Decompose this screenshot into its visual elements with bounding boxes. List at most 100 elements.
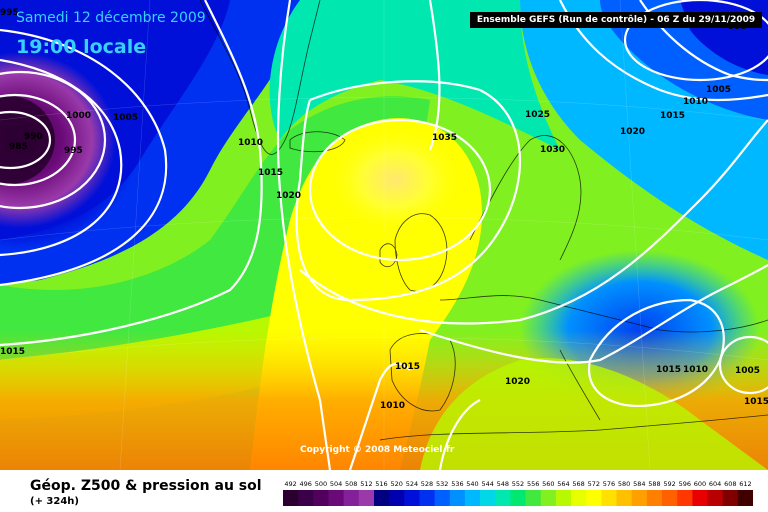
legend-level-label: 584 bbox=[633, 480, 645, 488]
isobar-line bbox=[623, 0, 768, 82]
isobar-label: 1010 bbox=[238, 138, 263, 148]
legend-color-swatch bbox=[601, 490, 617, 506]
legend-color-swatch bbox=[313, 490, 329, 506]
legend-color-swatch bbox=[510, 490, 526, 506]
isobar-label: 1030 bbox=[540, 145, 565, 155]
legend-level-label: 576 bbox=[603, 480, 615, 488]
coast-greenland bbox=[199, 0, 321, 155]
legend-level-label: 592 bbox=[663, 480, 675, 488]
legend-level-label: 508 bbox=[345, 480, 357, 488]
legend-level-label: 532 bbox=[436, 480, 448, 488]
legend-level-label: 500 bbox=[315, 480, 327, 488]
isobar-line bbox=[0, 110, 52, 170]
legend-color-swatch bbox=[328, 490, 344, 506]
isobar-label: 1005 bbox=[113, 113, 138, 123]
legend-color-swatch bbox=[374, 490, 390, 506]
isobar-label: 1020 bbox=[276, 191, 301, 201]
forecast-date: Samedi 12 décembre 2009 bbox=[16, 10, 206, 26]
legend-level-label: 612 bbox=[739, 480, 751, 488]
legend-color-swatch bbox=[722, 490, 739, 506]
legend-level-label: 580 bbox=[618, 480, 630, 488]
legend-color-swatch bbox=[389, 490, 405, 506]
isobar-line bbox=[348, 362, 411, 470]
legend-level-label: 528 bbox=[421, 480, 433, 488]
isobars bbox=[0, 0, 768, 470]
isobar-line bbox=[0, 58, 123, 257]
legend-color-swatch bbox=[419, 490, 435, 506]
legend-level-label: 564 bbox=[557, 480, 569, 488]
legend-color-swatch bbox=[495, 490, 511, 506]
coast-ireland bbox=[379, 243, 398, 268]
legend-color-swatch bbox=[343, 490, 360, 506]
legend-color-swatch bbox=[540, 490, 557, 506]
legend-level-label: 512 bbox=[360, 480, 372, 488]
isobar-label: 1005 bbox=[735, 366, 760, 376]
coast-italy bbox=[559, 349, 601, 421]
legend-level-label: 568 bbox=[572, 480, 584, 488]
isobar-label: 985 bbox=[9, 142, 28, 152]
isobar-line bbox=[0, 70, 107, 210]
legend-color-swatch bbox=[707, 490, 723, 506]
legend-level-label: 588 bbox=[648, 480, 660, 488]
legend-color-swatch bbox=[480, 490, 496, 506]
isobar-label: 1015 bbox=[656, 365, 681, 375]
coast-scandinavia bbox=[469, 135, 582, 261]
legend-color-swatch bbox=[616, 490, 632, 506]
legend-color-swatch bbox=[298, 490, 314, 506]
isobar-label: 1000 bbox=[66, 111, 91, 121]
legend-level-label: 536 bbox=[451, 480, 463, 488]
legend-level-label: 520 bbox=[390, 480, 402, 488]
deep-low bbox=[0, 30, 140, 250]
legend-color-swatch bbox=[464, 490, 481, 506]
isobar-label: 1025 bbox=[525, 110, 550, 120]
isobar-line bbox=[276, 0, 332, 470]
isobar-label: 1005 bbox=[706, 85, 731, 95]
isobar-label: 1015 bbox=[395, 362, 420, 372]
isobar-label: 1015 bbox=[258, 168, 283, 178]
isobar-line bbox=[308, 118, 492, 262]
isobar-label: 1010 bbox=[683, 97, 708, 107]
legend-color-swatch bbox=[631, 490, 648, 506]
isobar-line bbox=[438, 399, 481, 470]
copyright-notice: Copyright © 2008 Meteociel.fr bbox=[300, 445, 455, 455]
legend-level-label: 492 bbox=[284, 480, 296, 488]
weather-map: 1000 1005 990 985 995 1010 1015 1020 103… bbox=[0, 0, 768, 470]
deep-low-core bbox=[0, 95, 55, 185]
legend-color-swatch bbox=[358, 490, 375, 506]
legend-subtitle: (+ 324h) bbox=[30, 496, 79, 507]
isobar-label: 995 bbox=[0, 8, 19, 18]
coast-mediterranean bbox=[379, 414, 768, 441]
isobar-line bbox=[0, 28, 168, 287]
coast-iberia bbox=[389, 333, 456, 412]
legend-level-label: 544 bbox=[481, 480, 493, 488]
legend-color-swatch bbox=[404, 490, 420, 506]
isobar-label: 1015 bbox=[660, 111, 685, 121]
legend-color-swatch bbox=[571, 490, 587, 506]
isobar-line bbox=[718, 335, 768, 395]
legend-level-label: 560 bbox=[542, 480, 554, 488]
legend-level-label: 552 bbox=[512, 480, 524, 488]
legend-level-label: 572 bbox=[588, 480, 600, 488]
coast-europe bbox=[439, 295, 768, 333]
ridge-core bbox=[325, 125, 465, 235]
legend-color-swatch bbox=[677, 490, 693, 506]
legend-level-label: 496 bbox=[299, 480, 311, 488]
legend-level-label: 516 bbox=[375, 480, 387, 488]
isobar-label: 990 bbox=[24, 132, 43, 142]
color-scale: 492 496 500 504 508 512 516 520 524 528 532 536 540 5… bbox=[283, 480, 753, 506]
legend-color-swatch bbox=[283, 490, 299, 506]
legend-level-label: 604 bbox=[709, 480, 721, 488]
legend-color-swatch bbox=[434, 490, 451, 506]
legend-level-label: 608 bbox=[724, 480, 736, 488]
legend-title: Géop. Z500 & pression au sol bbox=[30, 478, 262, 494]
isobar-line bbox=[0, 0, 263, 347]
isobar-line bbox=[299, 119, 768, 325]
isobar-label: 1015 bbox=[0, 347, 25, 357]
forecast-local-time: 19:00 locale bbox=[16, 36, 147, 58]
isobar-line bbox=[559, 0, 768, 102]
isobar-line bbox=[0, 93, 77, 187]
legend-level-label: 548 bbox=[497, 480, 509, 488]
isobar-label: 1020 bbox=[505, 377, 530, 387]
isobar-label: 1010 bbox=[380, 401, 405, 411]
